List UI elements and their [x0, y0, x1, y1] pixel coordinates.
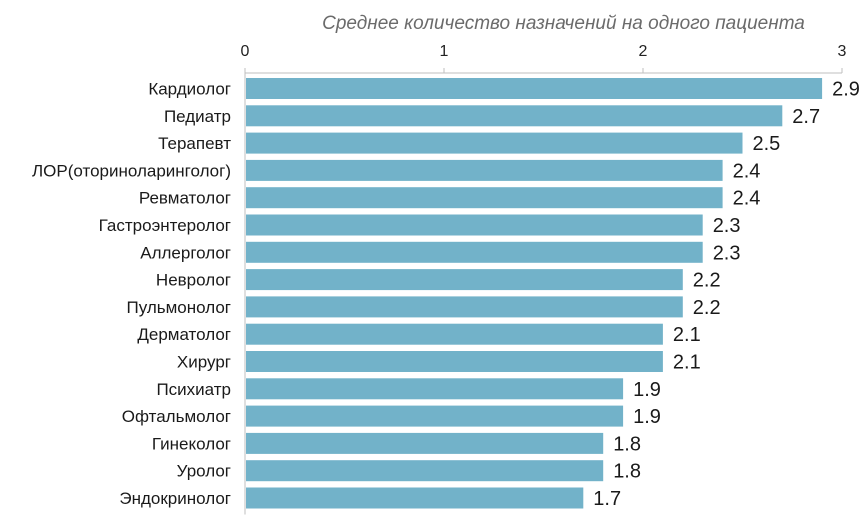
x-tick-label: 0 — [241, 43, 250, 60]
data-label: 1.8 — [613, 433, 641, 455]
data-label: 2.1 — [673, 324, 701, 346]
data-label: 1.8 — [613, 461, 641, 483]
category-label: Пульмонолог — [127, 298, 232, 317]
bar — [246, 323, 663, 345]
bars — [246, 78, 823, 509]
data-label: 1.9 — [633, 406, 661, 428]
category-label: Офтальмолог — [122, 407, 231, 426]
data-labels: 2.9 2.7 2.5 2.4 2.4 2.3 2.3 2.2 2.2 2.1 2.1 1.9 1.9 1… — [593, 79, 860, 511]
x-axis: 0 1 2 3 — [241, 43, 847, 74]
bar — [246, 187, 723, 209]
category-label: Гинеколог — [152, 434, 231, 453]
data-label: 2.4 — [733, 160, 761, 182]
data-label: 2.7 — [792, 106, 820, 128]
category-label: ЛОР(оториноларинголог) — [32, 161, 231, 180]
bar — [246, 432, 604, 454]
category-label: Ревматолог — [139, 189, 231, 208]
data-label: 1.7 — [593, 488, 621, 510]
bar — [246, 159, 723, 181]
bar — [246, 105, 783, 127]
bar — [246, 487, 584, 509]
bar — [246, 269, 683, 291]
category-label: Психиатр — [156, 380, 231, 399]
category-label: Дерматолог — [137, 325, 231, 344]
bar — [246, 460, 604, 482]
category-label: Хирург — [177, 353, 231, 372]
x-tick-label: 2 — [639, 43, 648, 60]
data-label: 2.4 — [733, 188, 761, 210]
data-label: 2.3 — [713, 215, 741, 237]
x-tick-label: 1 — [440, 43, 449, 60]
category-label: Аллерголог — [140, 243, 231, 262]
bar — [246, 405, 624, 427]
bar — [246, 132, 743, 154]
bar — [246, 78, 823, 99]
category-label: Терапевт — [158, 134, 231, 153]
bar — [246, 214, 703, 236]
data-label: 2.2 — [693, 297, 721, 319]
category-label: Педиатр — [164, 107, 231, 126]
category-label: Эндокринолог — [119, 489, 231, 508]
category-label: Невролог — [156, 271, 231, 290]
data-label: 2.1 — [673, 352, 701, 374]
x-tick-label: 3 — [838, 43, 847, 60]
data-label: 2.9 — [832, 79, 860, 101]
bar — [246, 351, 663, 372]
data-label: 2.3 — [713, 242, 741, 264]
bar — [246, 378, 624, 400]
bar — [246, 296, 683, 318]
bar — [246, 241, 703, 263]
data-label: 2.5 — [753, 133, 781, 155]
data-label: 2.2 — [693, 270, 721, 292]
category-label: Гастроэнтеролог — [99, 216, 231, 235]
category-labels: Кардиолог Педиатр Терапевт ЛОР(оториноларин… — [32, 80, 231, 509]
category-label: Уролог — [177, 462, 231, 481]
category-label: Кардиолог — [148, 80, 231, 99]
x-axis-title: Среднее количество назначений на одного … — [322, 13, 805, 34]
data-label: 1.9 — [633, 379, 661, 401]
